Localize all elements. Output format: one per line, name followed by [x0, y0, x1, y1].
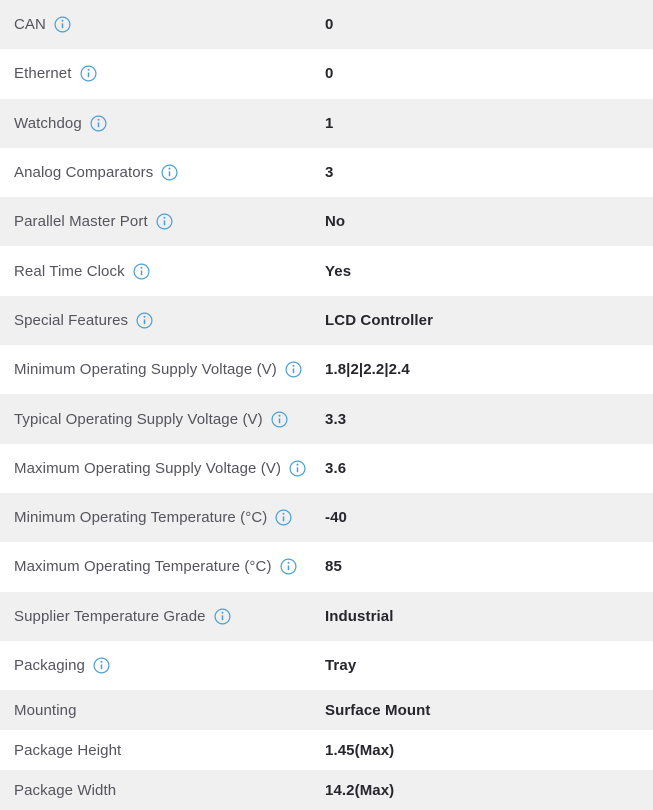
spec-value: 3.3	[325, 410, 347, 428]
spec-label-cell: Typical Operating Supply Voltage (V)	[0, 411, 325, 428]
spec-label-cell: Minimum Operating Supply Voltage (V)	[0, 361, 325, 378]
table-row: Ethernet 0	[0, 49, 653, 99]
table-row: CAN 0	[0, 0, 653, 50]
spec-label: Real Time Clock	[14, 262, 125, 280]
spec-label-cell: Real Time Clock	[0, 263, 325, 280]
table-row: Maximum Operating Supply Voltage (V) 3.6	[0, 443, 653, 493]
spec-label-cell: Watchdog	[0, 115, 325, 132]
spec-label: Package Width	[14, 781, 117, 799]
info-icon[interactable]	[156, 213, 173, 230]
spec-label-cell: Minimum Operating Temperature (°C)	[0, 509, 325, 526]
spec-value: 85	[325, 558, 342, 576]
spec-label: Ethernet	[14, 65, 72, 83]
spec-label: Mounting	[14, 701, 77, 719]
spec-label-cell: Maximum Operating Supply Voltage (V)	[0, 460, 325, 477]
info-icon[interactable]	[133, 263, 150, 280]
info-icon[interactable]	[280, 558, 297, 575]
spec-label-cell: Ethernet	[0, 65, 325, 82]
table-row: Analog Comparators 3	[0, 147, 653, 198]
table-row: Special Features LCD Controller	[0, 295, 653, 346]
spec-label: CAN	[14, 16, 46, 34]
spec-value: 0	[325, 16, 334, 34]
table-row: Minimum Operating Supply Voltage (V) 1.8…	[0, 345, 653, 395]
table-row: Packaging Tray	[0, 640, 653, 691]
spec-value: 1.45(Max)	[325, 741, 395, 759]
info-icon[interactable]	[136, 312, 153, 329]
table-row: Watchdog 1	[0, 98, 653, 148]
spec-value: Yes	[325, 262, 352, 280]
info-icon[interactable]	[161, 164, 178, 181]
spec-value: LCD Controller	[325, 311, 434, 329]
table-row: Minimum Operating Temperature (°C) -40	[0, 492, 653, 543]
table-row: Typical Operating Supply Voltage (V) 3.3	[0, 394, 653, 444]
spec-label: Watchdog	[14, 114, 82, 132]
spec-label: Package Height	[14, 741, 122, 759]
info-icon[interactable]	[90, 115, 107, 132]
table-row: Maximum Operating Temperature (°C) 85	[0, 542, 653, 592]
table-row: Package Width 14.2(Max)	[0, 770, 653, 810]
spec-label: Typical Operating Supply Voltage (V)	[14, 410, 263, 428]
spec-label: Maximum Operating Temperature (°C)	[14, 558, 272, 576]
table-row: Real Time Clock Yes	[0, 246, 653, 296]
spec-label: Minimum Operating Temperature (°C)	[14, 509, 268, 527]
spec-label-cell: Maximum Operating Temperature (°C)	[0, 558, 325, 575]
spec-value: No	[325, 213, 346, 231]
table-row: Mounting Surface Mount	[0, 690, 653, 731]
spec-label-cell: Special Features	[0, 312, 325, 329]
spec-value: 3.6	[325, 459, 347, 477]
spec-label-cell: Supplier Temperature Grade	[0, 608, 325, 625]
info-icon[interactable]	[80, 65, 97, 82]
spec-value: -40	[325, 509, 347, 527]
info-icon[interactable]	[271, 411, 288, 428]
spec-label-cell: Package Height	[0, 742, 325, 759]
spec-label-cell: CAN	[0, 16, 325, 33]
spec-label-cell: Mounting	[0, 702, 325, 719]
table-row: Supplier Temperature Grade Industrial	[0, 591, 653, 641]
spec-label: Analog Comparators	[14, 164, 154, 182]
spec-value: Surface Mount	[325, 701, 431, 719]
spec-label: Supplier Temperature Grade	[14, 607, 206, 625]
info-icon[interactable]	[289, 460, 306, 477]
spec-label: Special Features	[14, 311, 129, 329]
spec-label: Packaging	[14, 657, 85, 674]
spec-value: Tray	[325, 657, 357, 674]
spec-label-cell: Parallel Master Port	[0, 213, 325, 230]
spec-value: Industrial	[325, 607, 394, 625]
spec-value: 1.8|2|2.2|2.4	[325, 361, 410, 379]
spec-label: Minimum Operating Supply Voltage (V)	[14, 361, 277, 379]
table-row: Parallel Master Port No	[0, 197, 653, 247]
spec-label: Maximum Operating Supply Voltage (V)	[14, 459, 282, 477]
info-icon[interactable]	[214, 608, 231, 625]
spec-label-cell: Package Width	[0, 782, 325, 799]
spec-value: 1	[325, 114, 334, 132]
spec-value: 14.2(Max)	[325, 781, 395, 799]
spec-label: Parallel Master Port	[14, 213, 148, 231]
spec-value: 3	[325, 164, 334, 182]
spec-label-cell: Packaging	[0, 657, 325, 674]
table-row: Package Height 1.45(Max)	[0, 730, 653, 771]
spec-value: 0	[325, 65, 334, 83]
info-icon[interactable]	[275, 509, 292, 526]
info-icon[interactable]	[54, 16, 71, 33]
spec-label-cell: Analog Comparators	[0, 164, 325, 181]
info-icon[interactable]	[93, 657, 110, 674]
info-icon[interactable]	[285, 361, 302, 378]
